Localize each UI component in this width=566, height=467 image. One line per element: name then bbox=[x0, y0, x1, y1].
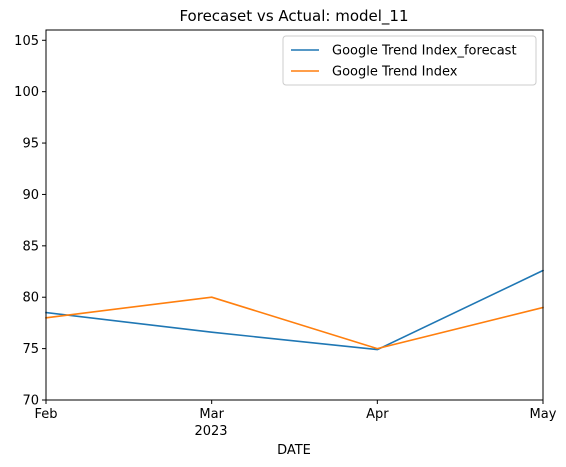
x-tick-label: May bbox=[530, 407, 557, 422]
legend-label-0: Google Trend Index_forecast bbox=[332, 44, 517, 59]
legend: Google Trend Index_forecast Google Trend … bbox=[283, 36, 536, 85]
x-axis-label: DATE bbox=[277, 443, 311, 458]
y-tick-label: 75 bbox=[22, 342, 39, 357]
y-tick-label: 90 bbox=[22, 188, 39, 203]
x-tick-label: Feb bbox=[34, 407, 57, 422]
y-tick-label: 85 bbox=[22, 239, 39, 254]
y-tick-label: 100 bbox=[14, 85, 39, 100]
x-year-label: 2023 bbox=[194, 424, 227, 439]
x-tick-label: Apr bbox=[366, 407, 389, 422]
series-line-0 bbox=[46, 271, 543, 350]
x-tick-label: Mar bbox=[199, 407, 224, 422]
y-tick-label: 95 bbox=[22, 137, 39, 152]
chart-title: Forecaset vs Actual: model_11 bbox=[179, 7, 408, 26]
series-layer bbox=[46, 271, 543, 350]
legend-label-1: Google Trend Index bbox=[332, 65, 458, 80]
y-tick-label: 105 bbox=[14, 34, 39, 49]
y-tick-label: 80 bbox=[22, 291, 39, 306]
x-axis: Feb Mar Apr May bbox=[34, 400, 556, 422]
